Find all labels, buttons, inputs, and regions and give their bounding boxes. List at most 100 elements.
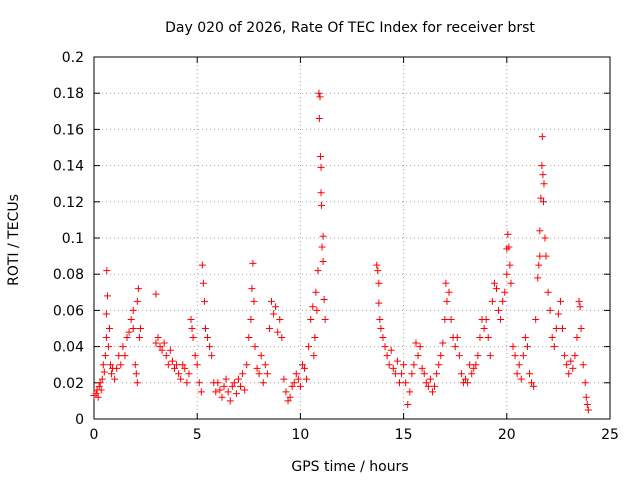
data-point [249, 259, 257, 267]
data-point [230, 379, 238, 387]
data-point [179, 361, 187, 369]
data-point [103, 267, 111, 275]
data-point [447, 315, 455, 323]
data-point [204, 334, 212, 342]
data-point [218, 393, 226, 401]
data-point [424, 382, 432, 390]
data-point [418, 364, 426, 372]
axis-ticks [93, 56, 611, 420]
data-point [497, 315, 505, 323]
data-point [537, 194, 545, 202]
grid-lines [94, 57, 610, 419]
data-point [503, 270, 511, 278]
y-tick-label: 0.12 [53, 195, 84, 211]
data-point [428, 388, 436, 396]
data-point [385, 361, 393, 369]
data-point [177, 375, 185, 383]
data-point [136, 325, 144, 332]
data-point [523, 343, 531, 351]
data-point [404, 401, 412, 409]
data-point [569, 364, 577, 372]
data-point [92, 390, 100, 398]
data-point [131, 361, 139, 369]
data-point [104, 343, 112, 351]
data-point [445, 288, 453, 296]
data-point [96, 379, 104, 387]
data-point [134, 285, 142, 293]
data-point [201, 325, 209, 332]
data-point [472, 361, 480, 369]
x-tick-label: 20 [498, 427, 516, 443]
data-point [199, 279, 207, 287]
data-point [539, 171, 547, 179]
data-point [412, 339, 420, 347]
data-point [214, 379, 222, 387]
data-point [105, 325, 113, 332]
data-point [296, 382, 304, 390]
data-point [576, 303, 584, 311]
data-point [152, 290, 160, 298]
data-point [439, 339, 447, 347]
data-point [474, 352, 482, 360]
data-point [321, 315, 329, 323]
data-point [121, 352, 129, 360]
data-point [375, 279, 383, 287]
data-point [482, 315, 490, 323]
y-tick-label: 0.16 [53, 122, 84, 138]
x-tick-label: 15 [395, 427, 413, 443]
data-point [488, 297, 496, 305]
data-point [581, 379, 589, 387]
data-point [115, 352, 123, 360]
data-point [189, 334, 197, 342]
data-point [311, 334, 319, 342]
data-point [303, 375, 311, 383]
data-point [250, 297, 258, 305]
data-point [476, 334, 484, 342]
data-point [457, 370, 465, 378]
data-point [318, 243, 326, 251]
data-point [437, 352, 445, 360]
data-point [451, 343, 459, 351]
data-point [198, 261, 206, 269]
x-tick-label: 0 [90, 427, 99, 443]
data-point [490, 279, 498, 287]
data-point [226, 397, 234, 405]
data-point [536, 227, 544, 235]
data-point [113, 364, 121, 372]
data-point [222, 375, 230, 383]
data-point [374, 267, 382, 275]
data-point [193, 361, 201, 369]
data-point [495, 306, 503, 314]
data-point [206, 343, 214, 351]
data-point [253, 364, 261, 372]
data-point [276, 315, 284, 323]
data-point [301, 364, 309, 372]
data-point [315, 115, 323, 123]
data-point [123, 334, 131, 342]
data-point [135, 334, 143, 342]
data-point [187, 315, 195, 323]
data-point [315, 89, 323, 97]
data-point [435, 361, 443, 369]
data-point [406, 388, 414, 396]
data-point [375, 299, 383, 307]
data-point [243, 361, 251, 369]
data-point [408, 370, 416, 378]
data-point [200, 297, 208, 305]
data-point [284, 397, 292, 405]
data-point [99, 361, 107, 369]
data-point [583, 401, 591, 409]
data-point [316, 153, 324, 161]
data-point [387, 346, 395, 354]
data-point [535, 261, 543, 269]
data-point [538, 133, 546, 141]
chart-title: Day 020 of 2026, Rate Of TEC Index for r… [165, 20, 535, 36]
data-point [268, 297, 276, 305]
data-point [208, 352, 216, 360]
data-point [515, 361, 523, 369]
y-tick-label: 0.08 [53, 267, 84, 283]
data-point [298, 361, 306, 369]
data-point [220, 382, 228, 390]
data-point [265, 325, 273, 332]
data-point [381, 343, 389, 351]
